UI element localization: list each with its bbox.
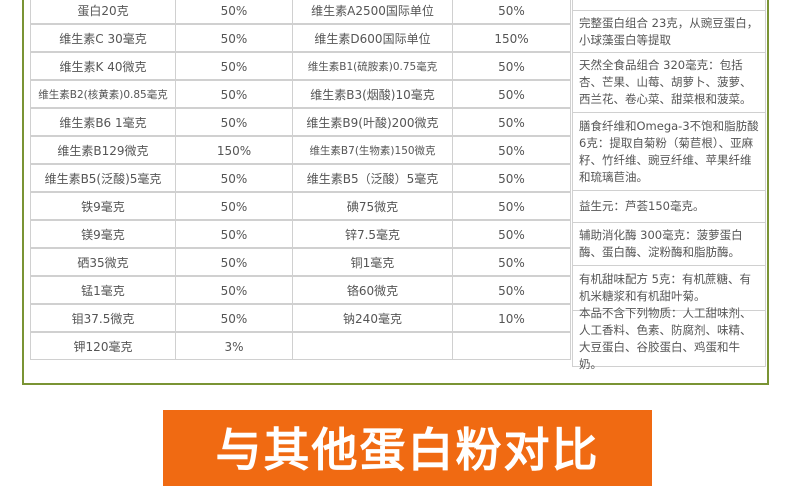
percent-cell: 50% [452, 220, 571, 248]
percent-cell: 50% [175, 276, 293, 304]
nutrient-cell: 维生素B129微克 [30, 136, 176, 164]
percent-cell: 50% [452, 248, 571, 276]
percent-cell: 50% [452, 108, 571, 136]
nutrient-cell: 维生素B7(生物素)150微克 [292, 136, 453, 164]
nutrient-cell [292, 332, 453, 360]
nutrient-cell: 维生素C 30毫克 [30, 24, 176, 52]
nutrient-cell: 维生素A2500国际单位 [292, 0, 453, 24]
banner: 与其他蛋白粉对比 [163, 410, 652, 486]
percent-cell: 50% [175, 164, 293, 192]
percent-cell: 150% [175, 136, 293, 164]
nutrient-cell: 钠240毫克 [292, 304, 453, 332]
percent-cell: 50% [175, 192, 293, 220]
percent-cell: 3% [175, 332, 293, 360]
nutrient-cell: 铜1毫克 [292, 248, 453, 276]
percent-cell: 50% [175, 0, 293, 24]
percent-cell: 50% [452, 136, 571, 164]
note-text: 本品不含下列物质：人工甜味剂、人工香料、色素、防腐剂、味精、大豆蛋白、谷胶蛋白、… [572, 306, 766, 371]
nutrient-cell: 维生素B3(烟酸)10毫克 [292, 80, 453, 108]
nutrient-cell: 镁9毫克 [30, 220, 176, 248]
note-text: 膳食纤维和Omega-3不饱和脂肪酸 6克：提取自菊粉（菊苣根）、亚麻籽、竹纤维… [572, 112, 766, 191]
nutrient-cell: 锰1毫克 [30, 276, 176, 304]
nutrient-cell: 维生素K 40微克 [30, 52, 176, 80]
nutrient-cell: 维生素B9(叶酸)200微克 [292, 108, 453, 136]
nutrient-cell: 碘75微克 [292, 192, 453, 220]
percent-cell: 50% [175, 24, 293, 52]
percent-cell: 50% [175, 304, 293, 332]
note-text: 有机甜味配方 5克：有机蔗糖、有机米糖浆和有机甜叶菊。 [572, 265, 766, 311]
percent-cell: 50% [175, 80, 293, 108]
nutrient-cell: 维生素B1(硫胺素)0.75毫克 [292, 52, 453, 80]
percent-cell: 50% [175, 52, 293, 80]
percent-cell: 50% [175, 108, 293, 136]
nutrient-cell: 钾120毫克 [30, 332, 176, 360]
percent-cell: 50% [452, 276, 571, 304]
nutrient-cell: 钼37.5微克 [30, 304, 176, 332]
percent-cell: 50% [175, 248, 293, 276]
percent-cell: 10% [452, 304, 571, 332]
percent-cell [452, 332, 571, 360]
note-text: 完整蛋白组合 23克，从豌豆蛋白，小球藻蛋白等提取 [572, 10, 766, 53]
percent-cell: 50% [452, 52, 571, 80]
note-text: 辅助消化酶 300毫克：菠萝蛋白酶、蛋白酶、淀粉酶和脂肪酶。 [572, 222, 766, 266]
nutrient-cell: 维生素B6 1毫克 [30, 108, 176, 136]
percent-cell: 150% [452, 24, 571, 52]
nutrient-cell: 蛋白20克 [30, 0, 176, 24]
note-text: 天然全食品组合 320毫克：包括杏、芒果、山莓、胡萝卜、菠萝、西兰花、卷心菜、甜… [572, 52, 766, 113]
nutrient-cell: 锌7.5毫克 [292, 220, 453, 248]
nutrient-cell: 铬60微克 [292, 276, 453, 304]
percent-cell: 50% [452, 0, 571, 24]
nutrient-cell: 硒35微克 [30, 248, 176, 276]
nutrient-cell: 维生素B5(泛酸)5毫克 [30, 164, 176, 192]
percent-cell: 50% [452, 192, 571, 220]
percent-cell: 50% [452, 80, 571, 108]
frame [22, 0, 769, 385]
note-text: 益生元：芦荟150毫克。 [572, 190, 766, 223]
nutrient-cell: 铁9毫克 [30, 192, 176, 220]
percent-cell: 50% [452, 164, 571, 192]
nutrient-cell: 维生素D600国际单位 [292, 24, 453, 52]
percent-cell: 50% [175, 220, 293, 248]
nutrient-cell: 维生素B2(核黄素)0.85毫克 [30, 80, 176, 108]
nutrient-cell: 维生素B5（泛酸）5毫克 [292, 164, 453, 192]
